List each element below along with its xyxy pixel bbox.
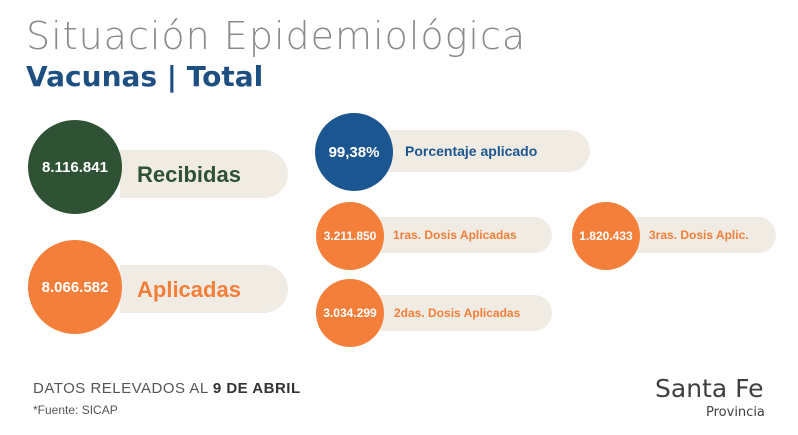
stat-porcentaje-label: Porcentaje aplicado [405, 143, 538, 159]
page-subtitle: Vacunas | Total [26, 60, 264, 93]
stat-aplicadas-pill [120, 265, 288, 313]
stat-dosis2-value: 3.034.299 [316, 279, 384, 347]
page-title: Situación Epidemiológica [26, 14, 527, 58]
source-note: *Fuente: SICAP [33, 403, 118, 417]
stat-aplicadas-label: Aplicadas [137, 277, 241, 302]
data-date-note: DATOS RELEVADOS AL 9 DE ABRIL [33, 380, 301, 397]
stat-dosis3-pill [636, 217, 776, 253]
stat-recibidas-pill [120, 150, 288, 198]
stat-aplicadas-value: 8.066.582 [28, 240, 122, 334]
stat-dosis1-value: 3.211.850 [316, 202, 384, 270]
stat-dosis1-pill [380, 217, 552, 253]
stat-dosis1-label: 1ras. Dosis Aplicadas [393, 228, 517, 242]
stat-recibidas-value: 8.116.841 [28, 120, 122, 214]
data-date-value: 9 DE ABRIL [212, 380, 301, 397]
stat-porcentaje-pill [385, 130, 590, 172]
santa-fe-logo-sub: Provincia [706, 405, 765, 420]
santa-fe-logo: Santa Fe [655, 374, 764, 403]
stat-dosis3-value: 1.820.433 [572, 202, 640, 270]
stat-dosis3-label: 3ras. Dosis Aplic. [649, 228, 749, 242]
stat-dosis2-pill [380, 295, 552, 331]
stat-dosis2-label: 2das. Dosis Aplicadas [394, 306, 521, 320]
stat-recibidas-label: Recibidas [137, 162, 241, 187]
data-date-prefix: DATOS RELEVADOS AL [33, 380, 213, 397]
stat-porcentaje-value: 99,38% [315, 113, 393, 191]
